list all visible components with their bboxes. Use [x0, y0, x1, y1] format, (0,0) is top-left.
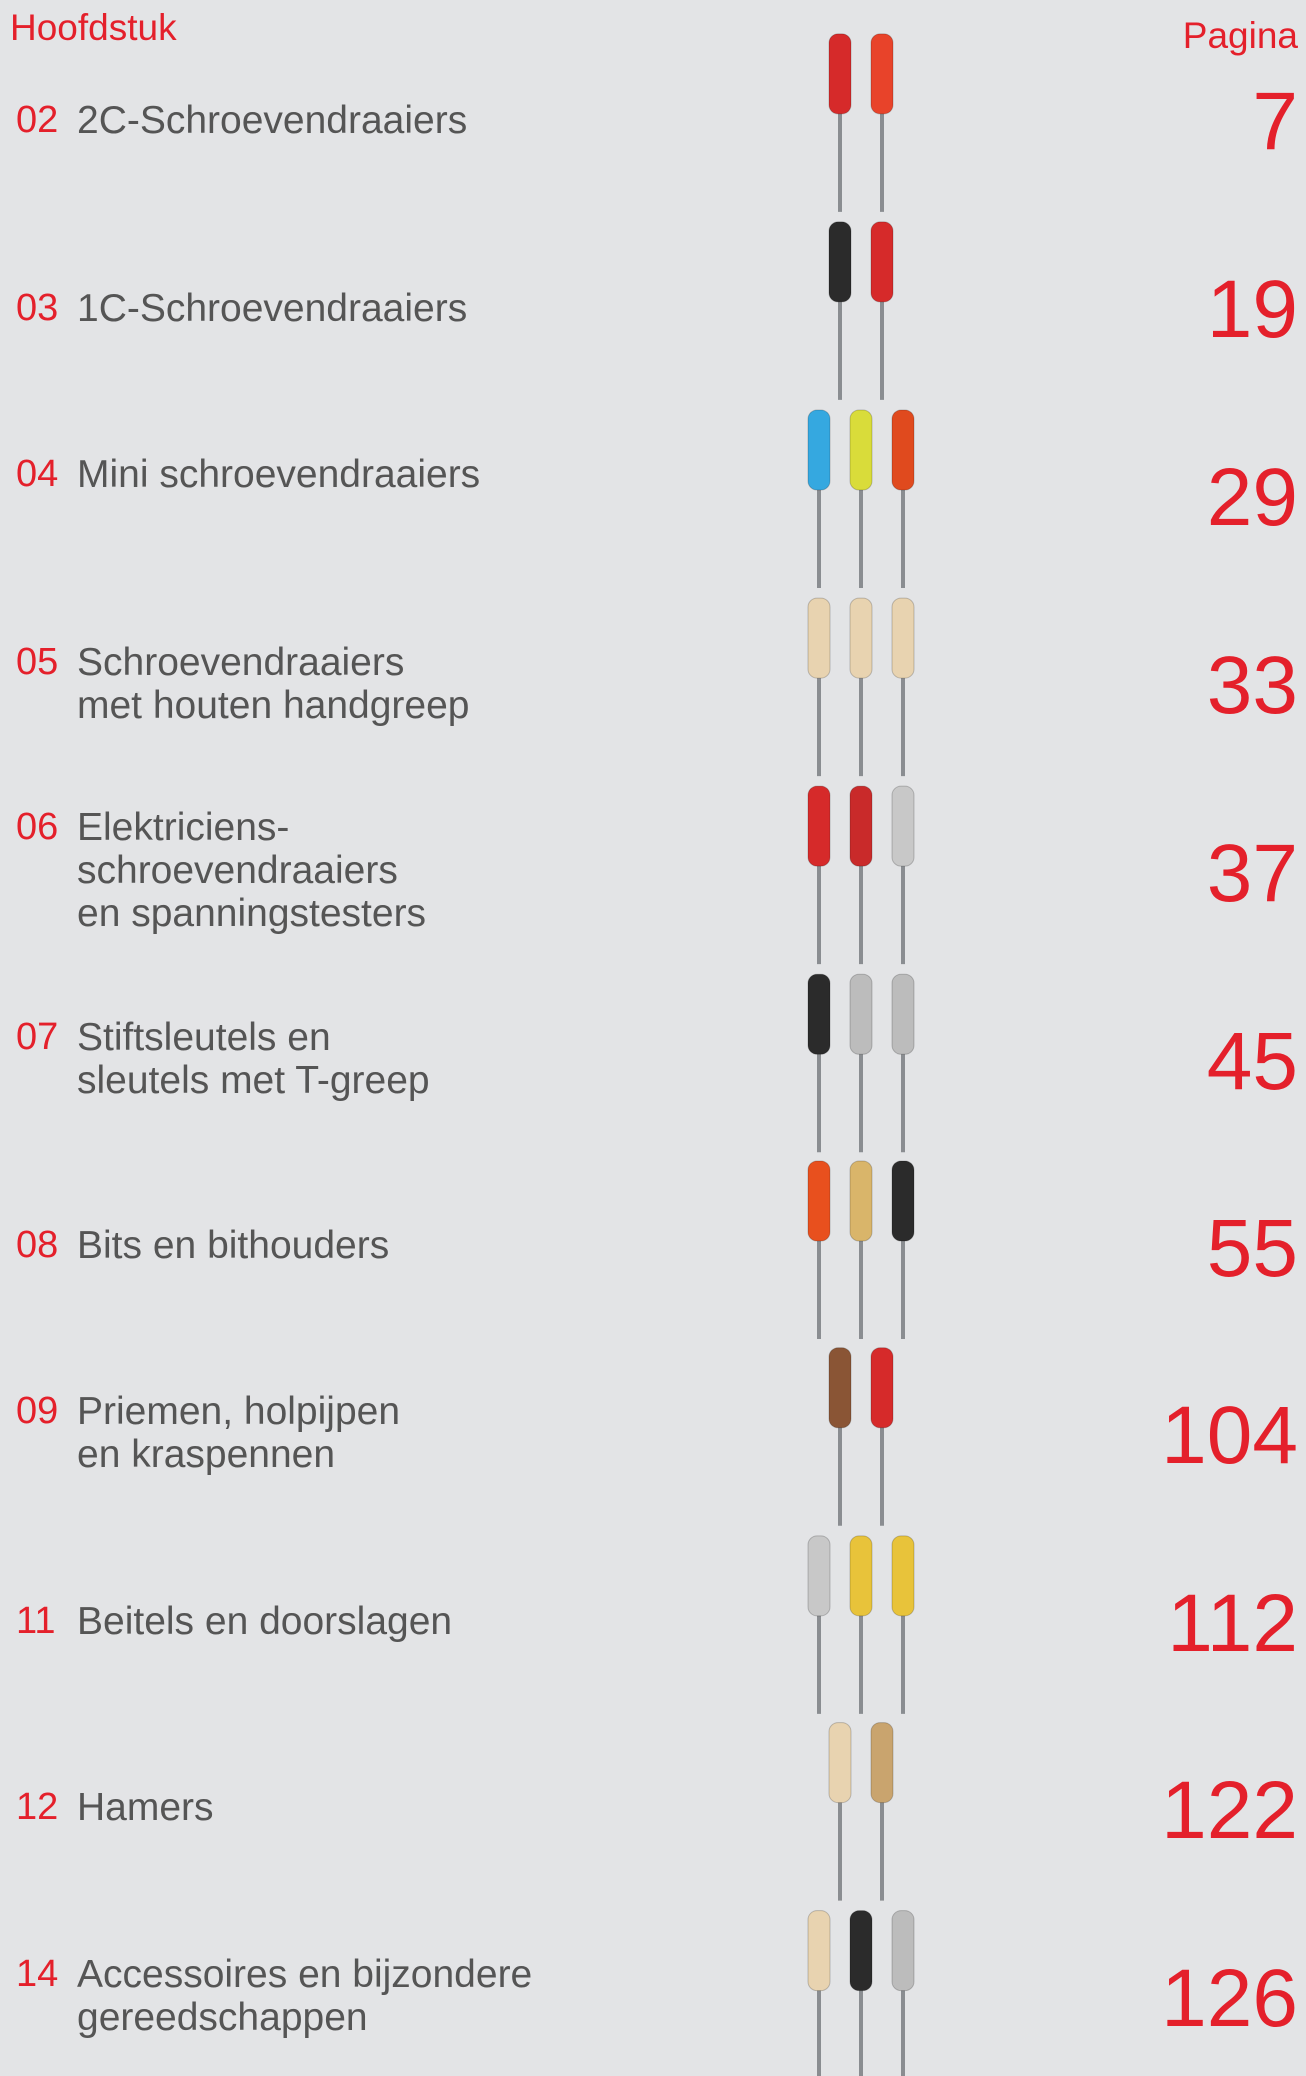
tool-handle — [892, 786, 914, 866]
chapter-number: 14 — [16, 1953, 58, 1996]
page-number: 45 — [1207, 1017, 1298, 1107]
tool-handle — [850, 1161, 872, 1241]
tool-handle — [871, 1348, 893, 1428]
page-number: 19 — [1207, 265, 1298, 355]
tool-handle — [892, 598, 914, 678]
chapter-title: Mini schroevendraaiers — [77, 453, 480, 496]
page-number: 7 — [1252, 77, 1298, 167]
chapter-title: Stiftsleutels en — [77, 1016, 331, 1059]
chapter-title: schroevendraaiers — [77, 849, 398, 892]
tool-handle — [850, 1536, 872, 1616]
chapter-title: 1C-Schroevendraaiers — [77, 287, 467, 330]
tool-handle — [892, 1161, 914, 1241]
chapter-number: 05 — [16, 641, 58, 684]
tool-handle — [808, 974, 830, 1054]
chapter-title: met houten handgreep — [77, 684, 469, 727]
tool-handle — [871, 1723, 893, 1803]
tool-handle — [808, 410, 830, 490]
chapter-title: en spanningstesters — [77, 892, 426, 935]
chapter-title: Hamers — [77, 1786, 214, 1829]
chapter-number: 08 — [16, 1224, 58, 1267]
chapter-title: Elektriciens- — [77, 806, 289, 849]
page-number: 55 — [1207, 1204, 1298, 1294]
page-number: 29 — [1207, 453, 1298, 543]
tool-handle — [892, 974, 914, 1054]
page-number: 33 — [1207, 641, 1298, 731]
tool-handle — [892, 1536, 914, 1616]
chapter-number: 07 — [16, 1016, 58, 1059]
tool-handle — [850, 410, 872, 490]
chapter-title: Priemen, holpijpen — [77, 1390, 400, 1433]
tool-handle — [829, 34, 851, 114]
tool-handle — [871, 34, 893, 114]
tool-handle — [808, 1911, 830, 1991]
chapter-number: 04 — [16, 453, 58, 496]
chapter-title: 2C-Schroevendraaiers — [77, 99, 467, 142]
tool-handle — [871, 222, 893, 302]
chapter-number: 06 — [16, 806, 58, 849]
chapter-title: Accessoires en bijzondere — [77, 1953, 532, 1996]
tool-handle — [850, 598, 872, 678]
tool-handle — [850, 974, 872, 1054]
page-number: 126 — [1161, 1954, 1298, 2044]
chapter-title: gereedschappen — [77, 1996, 368, 2039]
tool-handle — [850, 786, 872, 866]
chapter-title: Beitels en doorslagen — [77, 1600, 452, 1643]
tool-handle — [808, 598, 830, 678]
chapter-number: 02 — [16, 99, 58, 142]
chapter-number: 09 — [16, 1390, 58, 1433]
tool-handle — [829, 222, 851, 302]
tool-handle — [808, 1536, 830, 1616]
toc-page: Hoofdstuk Pagina (() => { const data = J… — [0, 0, 1306, 2076]
chapter-number: 03 — [16, 287, 58, 330]
chapter-title: en kraspennen — [77, 1433, 335, 1476]
tool-handle — [850, 1911, 872, 1991]
chapter-title: Schroevendraaiers — [77, 641, 404, 684]
chapter-number: 12 — [16, 1786, 58, 1829]
tool-handle — [808, 786, 830, 866]
chapter-title: Bits en bithouders — [77, 1224, 389, 1267]
page-number: 37 — [1207, 829, 1298, 919]
tool-handle — [892, 410, 914, 490]
chapter-number: 11 — [16, 1600, 55, 1643]
page-number: 104 — [1161, 1391, 1298, 1481]
tool-handle — [808, 1161, 830, 1241]
tool-handle — [829, 1723, 851, 1803]
tool-handle — [892, 1911, 914, 1991]
page-number: 112 — [1167, 1579, 1298, 1669]
tool-handle — [829, 1348, 851, 1428]
page-number: 122 — [1161, 1766, 1298, 1856]
chapter-title: sleutels met T-greep — [77, 1059, 430, 1102]
